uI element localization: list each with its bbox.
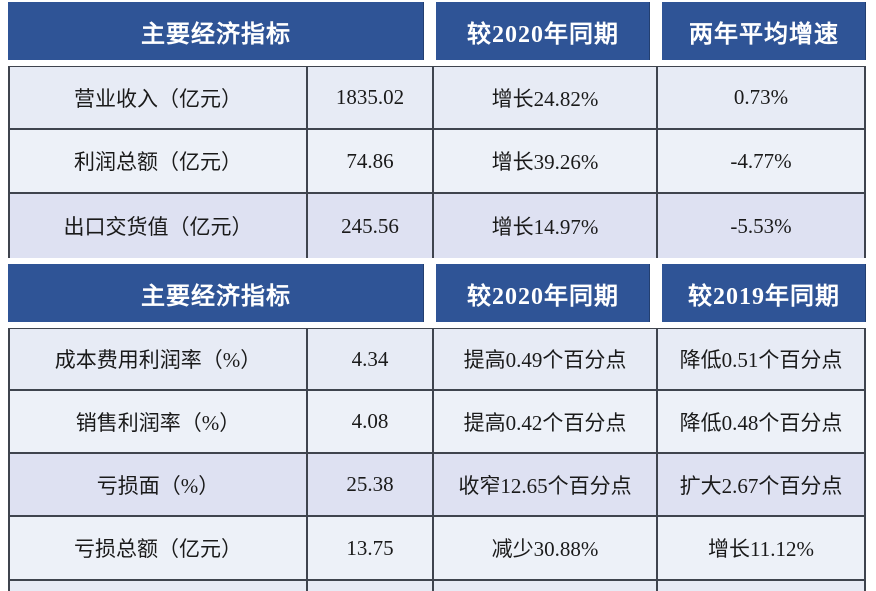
indicator-cell: 营业收入（亿元） [74, 86, 242, 111]
table-row-loss-ratio: 亏损面（%） 25.38 收窄12.65个百分点 扩大2.67个百分点 [8, 454, 866, 517]
section2-header-vs2019: 较2019年同期 [662, 264, 866, 322]
two-year-avg-cell: -5.53% [656, 194, 864, 258]
table-row-revenue: 营业收入（亿元） 1835.02 增长24.82% 0.73% [8, 66, 866, 130]
header-gap [8, 322, 866, 328]
indicator-cell: 利润总额（亿元） [74, 150, 242, 174]
two-year-avg-cell: -4.77% [656, 130, 864, 192]
change-vs2020-cell: 提高0.49个百分点 [432, 329, 656, 389]
economic-indicators-table: 主要经济指标 较2020年同期 两年平均增速 营业收入（亿元） 1835.02 … [8, 2, 866, 591]
section2-header-vs2020: 较2020年同期 [436, 264, 650, 322]
table-row-total-profit: 利润总额（亿元） 74.86 增长39.26% -4.77% [8, 130, 866, 194]
table-row-total-loss: 亏损总额（亿元） 13.75 减少30.88% 增长11.12% [8, 517, 866, 581]
indicator-cell: 出口交货值（亿元） [63, 215, 253, 239]
header-gap [8, 60, 866, 66]
change-vs2020-cell: 增长24.82% [432, 67, 656, 128]
value-cell: 13.75 [306, 517, 432, 579]
value-cell: 1835.02 [306, 67, 432, 128]
cutoff-partial-row [8, 581, 866, 591]
section1-header-vs2020: 较2020年同期 [436, 2, 650, 60]
change-vs2019-cell: 扩大2.67个百分点 [656, 454, 864, 515]
section1-header-two-year-avg: 两年平均增速 [662, 2, 866, 60]
value-cell: 245.56 [306, 194, 432, 258]
change-vs2019-cell: 增长11.12% [656, 517, 864, 579]
section-gap [8, 258, 866, 264]
section1-header-row: 主要经济指标 较2020年同期 两年平均增速 [8, 2, 866, 60]
value-cell: 4.34 [306, 329, 432, 389]
change-vs2019-cell: 降低0.51个百分点 [656, 329, 864, 389]
change-vs2019-cell: 降低0.48个百分点 [656, 391, 864, 452]
table-row-cost-expense-profit-rate: 成本费用利润率（%） 4.34 提高0.49个百分点 降低0.51个百分点 [8, 328, 866, 391]
two-year-avg-cell: 0.73% [656, 67, 864, 128]
change-vs2020-cell: 收窄12.65个百分点 [432, 454, 656, 515]
value-cell: 4.08 [306, 391, 432, 452]
section2-header-row: 主要经济指标 较2020年同期 较2019年同期 [8, 264, 866, 322]
change-vs2020-cell: 增长39.26% [432, 130, 656, 192]
indicator-cell: 亏损面（%） [96, 473, 220, 498]
section2-header-indicator: 主要经济指标 [8, 264, 424, 322]
section1-header-indicator: 主要经济指标 [8, 2, 424, 60]
change-vs2020-cell: 增长14.97% [432, 194, 656, 258]
change-vs2020-cell: 减少30.88% [432, 517, 656, 579]
value-cell: 74.86 [306, 130, 432, 192]
table-row-export-delivery: 出口交货值（亿元） 245.56 增长14.97% -5.53% [8, 194, 866, 258]
change-vs2020-cell: 提高0.42个百分点 [432, 391, 656, 452]
indicator-cell: 亏损总额（亿元） [74, 537, 242, 561]
value-cell: 25.38 [306, 454, 432, 515]
indicator-cell: 成本费用利润率（%） [54, 348, 262, 372]
table-row-sales-profit-rate: 销售利润率（%） 4.08 提高0.42个百分点 降低0.48个百分点 [8, 391, 866, 454]
indicator-cell: 销售利润率（%） [75, 410, 241, 435]
